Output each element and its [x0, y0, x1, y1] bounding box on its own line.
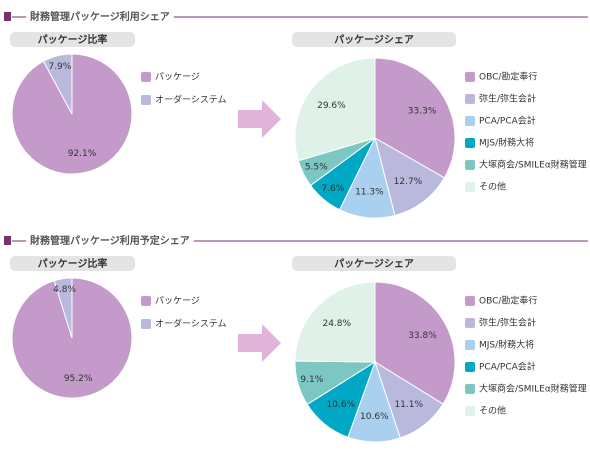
- legend-label: 大塚商会/SMILEα財務管理: [479, 159, 587, 171]
- value-label: 12.7%: [394, 177, 423, 187]
- pie-slice: [294, 281, 376, 363]
- value-label: 29.6%: [317, 101, 346, 111]
- legend-label: MJS/財務大将: [479, 339, 534, 351]
- value-label: 5.5%: [305, 163, 328, 173]
- panel-title: パッケージシェア: [334, 34, 414, 46]
- legend-label: OBC/勘定奉行: [479, 71, 537, 83]
- legend-swatch: [465, 72, 475, 82]
- legend-label: 弥生/弥生会計: [479, 317, 536, 329]
- pie-slice: [374, 136, 446, 217]
- pie-slice: [53, 277, 73, 339]
- panel-title: パッケージ比率: [38, 33, 108, 46]
- panel-title-box: [292, 256, 456, 271]
- value-label: 33.8%: [408, 331, 437, 341]
- legend-swatch: [465, 138, 475, 148]
- value-label: 33.3%: [408, 106, 437, 116]
- value-label: 92.1%: [68, 149, 97, 159]
- value-label: 9.1%: [300, 375, 323, 385]
- pie-slice: [42, 53, 73, 115]
- value-label: 7.9%: [48, 62, 71, 72]
- legend-swatch: [465, 94, 475, 104]
- legend-swatch: [465, 318, 475, 328]
- panel-title: パッケージシェア: [334, 258, 414, 270]
- value-label: 24.8%: [322, 319, 351, 329]
- section-title: 財務管理パッケージ利用予定シェア: [29, 234, 190, 247]
- legend-swatch: [141, 319, 151, 329]
- header-bullet: [4, 12, 11, 21]
- legend-swatch: [465, 296, 475, 306]
- pie-slice: [374, 281, 456, 405]
- panel-title: パッケージ比率: [38, 257, 108, 270]
- legend-label: MJS/財務大将: [479, 137, 534, 149]
- value-label: 11.1%: [394, 400, 423, 410]
- legend-swatch: [465, 362, 475, 372]
- panel-title-box: [10, 32, 135, 47]
- section-title: 財務管理パッケージ利用シェア: [29, 10, 170, 23]
- legend-label: オーダーシステム: [155, 94, 227, 106]
- legend-swatch: [465, 160, 475, 170]
- header-bullet: [4, 236, 11, 245]
- legend-label: 大塚商会/SMILEα財務管理: [479, 383, 587, 395]
- panel-title-box: [10, 256, 135, 271]
- legend-label: オーダーシステム: [155, 318, 227, 330]
- legend-swatch: [141, 95, 151, 105]
- arrow: [238, 324, 281, 362]
- legend-label: PCA/PCA会計: [479, 361, 536, 373]
- pie-slice: [374, 57, 456, 179]
- legend-label: OBC/勘定奉行: [479, 295, 537, 307]
- value-label: 10.6%: [360, 412, 389, 422]
- pie-slice: [294, 57, 376, 162]
- arrow: [238, 100, 281, 138]
- legend-label: その他: [479, 405, 506, 417]
- legend-label: パッケージ: [155, 72, 200, 83]
- value-label: 10.6%: [327, 400, 356, 410]
- panel-title-box: [292, 32, 456, 47]
- legend-swatch: [465, 384, 475, 394]
- value-label: 4.8%: [53, 285, 76, 295]
- legend-swatch: [465, 340, 475, 350]
- legend-swatch: [141, 72, 151, 82]
- legend-label: 弥生/弥生会計: [479, 93, 536, 105]
- legend-label: その他: [479, 181, 506, 193]
- legend-label: PCA/PCA会計: [479, 115, 536, 127]
- legend-swatch: [465, 182, 475, 192]
- legend-swatch: [465, 406, 475, 416]
- legend-swatch: [465, 116, 475, 126]
- value-label: 7.6%: [321, 184, 344, 194]
- value-label: 95.2%: [64, 374, 93, 384]
- legend-swatch: [141, 296, 151, 306]
- value-label: 11.3%: [355, 188, 384, 198]
- legend-label: パッケージ: [155, 296, 200, 307]
